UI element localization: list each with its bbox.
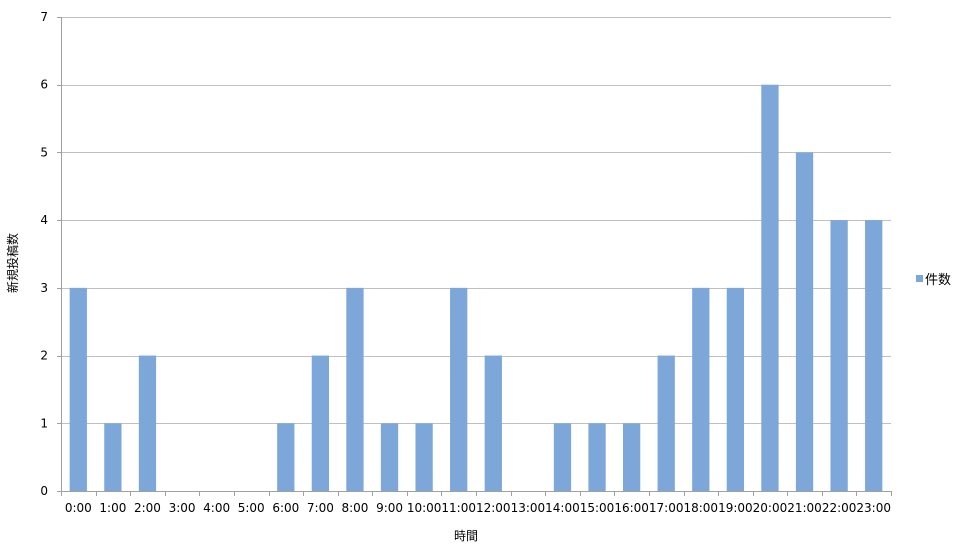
legend: 件数 [916,273,951,288]
bar [830,220,848,491]
x-tick-label: 15:00 [580,501,615,515]
x-tick-label: 5:00 [238,501,265,515]
x-tick-label: 11:00 [441,501,476,515]
x-tick-label: 7:00 [307,501,334,515]
x-tick-label: 3:00 [169,501,196,515]
bar [138,355,157,491]
bar [692,287,710,491]
bar [104,423,122,491]
bar [380,423,399,491]
x-tick-label: 23:00 [856,501,891,515]
x-tick-label: 16:00 [614,501,649,515]
y-tick-labels: 0 1 2 3 4 5 6 7 [40,10,48,498]
x-tick-label: 6:00 [272,501,299,515]
x-tick-label: 19:00 [718,501,753,515]
bar [726,287,745,491]
y-tick-label: 3 [40,281,48,295]
x-tick-label: 22:00 [822,501,857,515]
x-tick-label: 17:00 [649,501,684,515]
y-tick-label: 2 [40,349,48,363]
bars [69,84,883,492]
bar [761,84,779,492]
x-tick-label: 0:00 [65,501,92,515]
x-tick-label: 12:00 [476,501,511,515]
gridlines [61,17,891,424]
x-tick-label: 13:00 [511,501,546,515]
y-tick-label: 6 [40,78,48,92]
axes [57,17,892,496]
x-tick-label: 4:00 [203,501,230,515]
y-tick-label: 4 [40,213,48,227]
y-axis-title: 新規投稿数 [5,233,20,293]
bar [69,287,87,491]
x-axis-title: 時間 [454,529,478,543]
bar [311,355,330,491]
bar [277,423,295,491]
bar [588,423,606,491]
x-tick-labels: 0:00 1:00 2:00 3:00 4:00 5:00 6:00 7:00 8:00 9:00… [65,501,891,515]
bar [657,355,675,491]
bar [622,423,641,491]
y-tick-label: 1 [40,416,48,430]
legend-swatch [916,275,923,282]
y-tick-label: 5 [40,145,48,159]
x-tick-label: 14:00 [545,501,580,515]
x-tick-label: 18:00 [683,501,718,515]
y-tick-label: 7 [40,10,48,24]
x-tick-label: 20:00 [753,501,788,515]
x-tick-label: 9:00 [376,501,403,515]
x-tick-label: 10:00 [407,501,442,515]
y-tick-label: 0 [40,484,48,498]
x-tick-label: 8:00 [341,501,368,515]
bar [795,152,814,491]
bar [484,355,502,491]
x-tick-label: 21:00 [787,501,822,515]
bar [553,423,572,491]
bar [450,287,468,491]
legend-label: 件数 [925,273,951,288]
bar [865,220,883,491]
x-tick-label: 1:00 [99,501,126,515]
x-tick-label: 2:00 [134,501,161,515]
bar [415,423,433,491]
bar [346,287,364,491]
